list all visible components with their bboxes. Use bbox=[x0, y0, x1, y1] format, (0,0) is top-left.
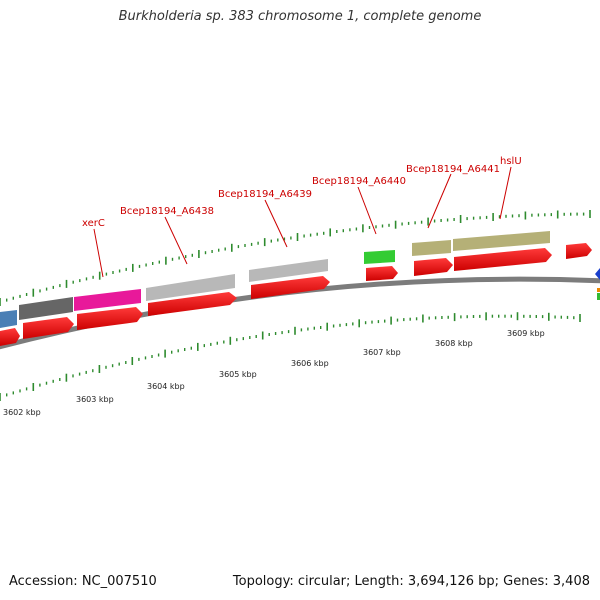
position-label: 3602 kbp bbox=[3, 408, 41, 417]
cds-arrow[interactable] bbox=[77, 307, 143, 330]
leader-line bbox=[264, 199, 288, 248]
outer-tick-track bbox=[0, 210, 591, 306]
cds-arrow[interactable] bbox=[148, 292, 237, 316]
position-label: 3607 kbp bbox=[363, 348, 401, 357]
gene-label-A6438[interactable]: Bcep18194_A6438 bbox=[120, 206, 214, 217]
blue-feature-bar[interactable] bbox=[0, 310, 17, 328]
hslU-feature-bar[interactable] bbox=[453, 231, 550, 251]
gene-label-A6440[interactable]: Bcep18194_A6440 bbox=[312, 176, 406, 187]
A6439-feature-bar[interactable] bbox=[249, 259, 328, 282]
cds-track bbox=[0, 243, 592, 346]
gene-label-hslU[interactable]: hslU bbox=[500, 156, 522, 167]
leader-line bbox=[499, 166, 512, 220]
cds-arrow[interactable] bbox=[454, 248, 552, 271]
cds-arrow[interactable] bbox=[251, 276, 330, 299]
gene-label-xerC[interactable]: xerC bbox=[82, 218, 105, 229]
feature-track bbox=[0, 231, 550, 328]
dark-gray-feature-bar[interactable] bbox=[19, 297, 73, 320]
gene-labels: xerC Bcep18194_A6438 Bcep18194_A6439 Bce… bbox=[82, 156, 522, 278]
accession-text: Accession: NC_007510 bbox=[9, 574, 157, 589]
position-labels: 3602 kbp 3603 kbp 3604 kbp 3605 kbp 3606… bbox=[3, 329, 545, 417]
leader-line bbox=[164, 216, 188, 265]
gene-label-A6441[interactable]: Bcep18194_A6441 bbox=[406, 164, 500, 175]
cds-arrow[interactable] bbox=[23, 317, 74, 339]
A6440-feature-bar[interactable] bbox=[364, 250, 395, 264]
cds-arrow[interactable] bbox=[0, 328, 20, 346]
leader-line bbox=[93, 228, 104, 278]
position-label: 3605 kbp bbox=[219, 370, 257, 379]
position-label: 3608 kbp bbox=[435, 339, 473, 348]
map-title: Burkholderia sp. 383 chromosome 1, compl… bbox=[118, 9, 482, 24]
cds-arrow[interactable] bbox=[414, 258, 453, 276]
A6441-feature-bar[interactable] bbox=[412, 240, 451, 256]
orange-marker bbox=[597, 288, 600, 292]
leader-line bbox=[427, 173, 452, 229]
position-label: 3604 kbp bbox=[147, 382, 185, 391]
cds-arrow[interactable] bbox=[566, 243, 592, 259]
cds-arrow[interactable] bbox=[366, 266, 398, 281]
gene-label-A6439[interactable]: Bcep18194_A6439 bbox=[218, 189, 312, 200]
position-label: 3606 kbp bbox=[291, 359, 329, 368]
leader-line bbox=[357, 186, 377, 235]
A6438-feature-bar[interactable] bbox=[146, 274, 235, 301]
position-label: 3603 kbp bbox=[76, 395, 114, 404]
position-label: 3609 kbp bbox=[507, 329, 545, 338]
topology-text: Topology: circular; Length: 3,694,126 bp… bbox=[232, 574, 590, 589]
inner-tick-track bbox=[0, 312, 581, 401]
xerC-feature-bar[interactable] bbox=[74, 289, 141, 311]
green-marker bbox=[597, 293, 600, 300]
blue-diamond-marker bbox=[595, 268, 600, 280]
